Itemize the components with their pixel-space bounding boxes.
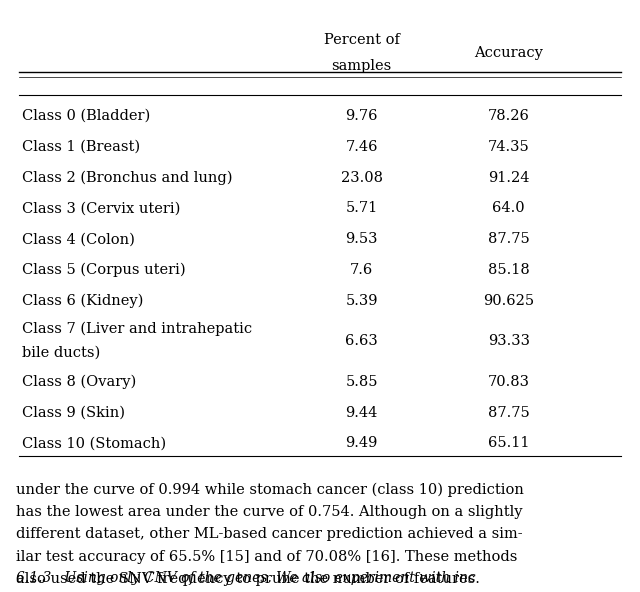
Text: Class 7 (Liver and intrahepatic: Class 7 (Liver and intrahepatic [22, 322, 253, 336]
Text: also used the SNV frequency to prune the number of features.: also used the SNV frequency to prune the… [16, 572, 480, 587]
Text: Percent of: Percent of [324, 33, 399, 47]
Text: 85.18: 85.18 [488, 263, 530, 277]
Text: 78.26: 78.26 [488, 109, 530, 123]
Text: Accuracy: Accuracy [474, 46, 543, 60]
Text: Class 5 (Corpus uteri): Class 5 (Corpus uteri) [22, 263, 186, 277]
Text: 6.1.3   Using only CNV of the genes. We also experiment with inc: 6.1.3 Using only CNV of the genes. We al… [16, 571, 476, 585]
Text: 7.46: 7.46 [346, 140, 378, 154]
Text: 9.44: 9.44 [346, 406, 378, 420]
Text: has the lowest area under the curve of 0.754. Although on a slightly: has the lowest area under the curve of 0… [16, 505, 522, 519]
Text: Class 8 (Ovary): Class 8 (Ovary) [22, 375, 137, 389]
Text: 93.33: 93.33 [488, 334, 530, 348]
Text: 74.35: 74.35 [488, 140, 530, 154]
Text: 9.53: 9.53 [346, 232, 378, 246]
Text: ilar test accuracy of 65.5% [15] and of 70.08% [16]. These methods: ilar test accuracy of 65.5% [15] and of … [16, 550, 517, 564]
Text: 90.625: 90.625 [483, 294, 534, 308]
Text: 9.76: 9.76 [346, 109, 378, 123]
Text: different dataset, other ML-based cancer prediction achieved a sim-: different dataset, other ML-based cancer… [16, 527, 523, 542]
Text: 7.6: 7.6 [350, 263, 373, 277]
Text: 5.39: 5.39 [346, 294, 378, 308]
Text: Class 10 (Stomach): Class 10 (Stomach) [22, 436, 166, 451]
Text: 23.08: 23.08 [340, 170, 383, 185]
Text: Class 1 (Breast): Class 1 (Breast) [22, 140, 141, 154]
Text: bile ducts): bile ducts) [22, 346, 100, 360]
Text: 91.24: 91.24 [488, 170, 529, 185]
Text: 65.11: 65.11 [488, 436, 529, 451]
Text: Class 6 (Kidney): Class 6 (Kidney) [22, 294, 144, 308]
Text: Class 2 (Bronchus and lung): Class 2 (Bronchus and lung) [22, 170, 233, 185]
Text: 64.0: 64.0 [493, 201, 525, 215]
Text: samples: samples [332, 59, 392, 73]
Text: Class 3 (Cervix uteri): Class 3 (Cervix uteri) [22, 201, 180, 215]
Text: 9.49: 9.49 [346, 436, 378, 451]
Text: under the curve of 0.994 while stomach cancer (class 10) prediction: under the curve of 0.994 while stomach c… [16, 482, 524, 497]
Text: 5.71: 5.71 [346, 201, 378, 215]
Text: 87.75: 87.75 [488, 406, 530, 420]
Text: 70.83: 70.83 [488, 375, 530, 389]
Text: Class 4 (Colon): Class 4 (Colon) [22, 232, 135, 246]
Text: 87.75: 87.75 [488, 232, 530, 246]
Text: 5.85: 5.85 [346, 375, 378, 389]
Text: 6.63: 6.63 [345, 334, 378, 348]
Text: Class 0 (Bladder): Class 0 (Bladder) [22, 109, 150, 123]
Text: Class 9 (Skin): Class 9 (Skin) [22, 406, 125, 420]
